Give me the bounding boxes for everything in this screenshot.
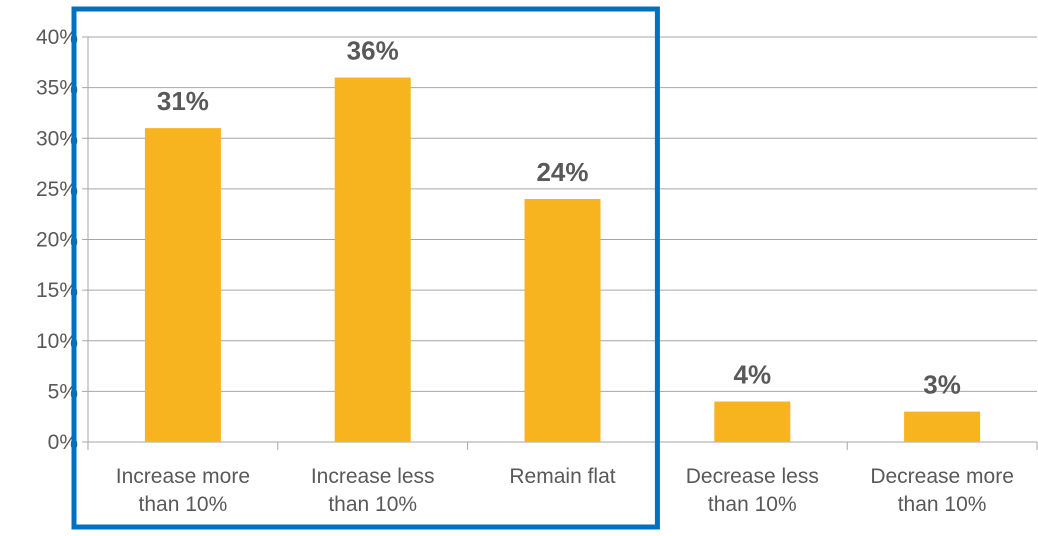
category-label-line: Remain flat: [509, 465, 615, 488]
category-label-line: Decrease more: [870, 465, 1014, 488]
data-label: 36%: [347, 36, 399, 66]
category-label: Decrease more than 10%: [870, 465, 1014, 516]
category-label-line: than 10%: [328, 493, 417, 516]
y-tick-label: 0%: [48, 431, 78, 454]
category-label: Remain flat: [509, 465, 615, 488]
category-label: Increase more than 10%: [116, 465, 250, 516]
category-labels: Increase more than 10% Increase less than 1…: [116, 465, 1014, 516]
data-label: 24%: [536, 157, 588, 187]
category-label-line: than 10%: [898, 493, 987, 516]
bars: [144, 77, 981, 442]
data-labels: 31% 36% 24% 4% 3%: [157, 36, 961, 400]
data-label: 4%: [734, 360, 772, 390]
bar: [714, 401, 791, 442]
category-label-line: Increase less: [311, 465, 435, 488]
data-label: 3%: [923, 370, 961, 400]
bar: [144, 128, 221, 442]
y-tick-label: 5%: [48, 380, 78, 403]
bar: [334, 77, 411, 442]
y-tick-labels: 0% 5% 10% 15% 20% 25% 30% 35% 40%: [36, 26, 78, 454]
category-label-line: Decrease less: [686, 465, 819, 488]
category-label-line: than 10%: [139, 493, 228, 516]
y-tick-label: 20%: [36, 229, 78, 252]
y-tick-label: 10%: [36, 330, 78, 353]
bar: [524, 199, 601, 442]
bar: [904, 411, 981, 442]
y-tick-label: 25%: [36, 178, 78, 201]
y-tick-label: 30%: [36, 127, 78, 150]
category-label: Increase less than 10%: [311, 465, 435, 516]
category-label-line: than 10%: [708, 493, 797, 516]
y-tick-label: 15%: [36, 279, 78, 302]
highlight-box: [71, 6, 660, 530]
data-label: 31%: [157, 86, 209, 116]
highlight-rect: [71, 6, 660, 530]
y-tick-label: 35%: [36, 77, 78, 100]
y-tick-label: 40%: [36, 26, 78, 49]
category-label: Decrease less than 10%: [686, 465, 819, 516]
category-label-line: Increase more: [116, 465, 250, 488]
